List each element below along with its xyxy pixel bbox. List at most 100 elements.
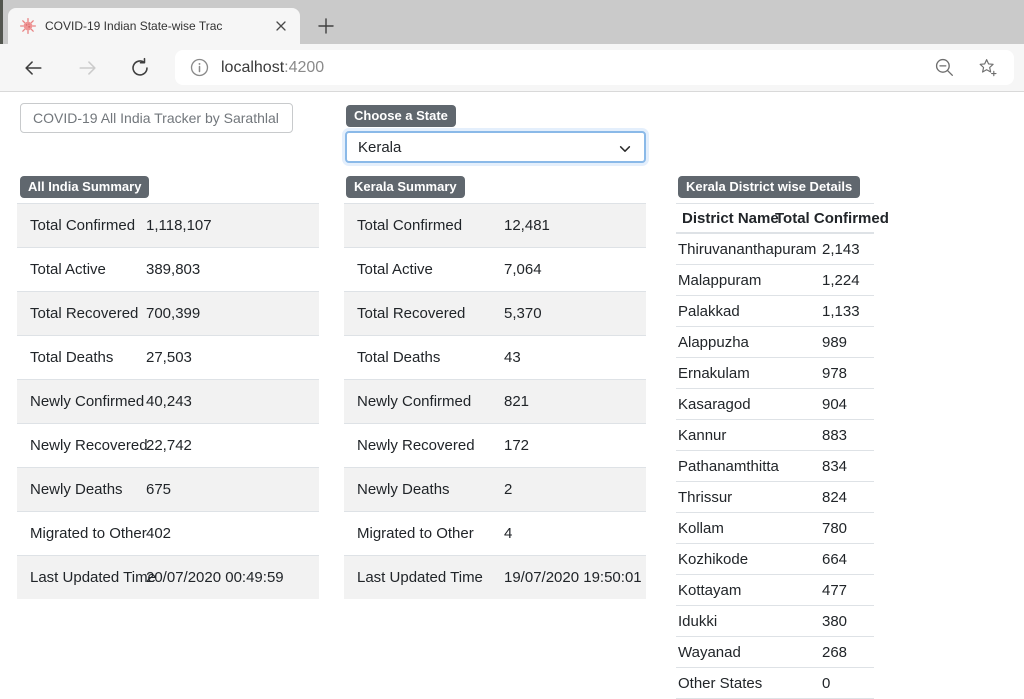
row-label: Total Deaths xyxy=(30,349,114,366)
district-row: Kozhikode 664 xyxy=(676,544,874,575)
row-value: 5,370 xyxy=(504,305,542,322)
district-name: Thrissur xyxy=(678,488,733,506)
district-name: Idukki xyxy=(678,612,718,630)
district-name: Kozhikode xyxy=(678,550,749,568)
row-value: 700,399 xyxy=(146,305,201,322)
table-row: Total Recovered 700,399 xyxy=(17,291,319,335)
url-text[interactable]: localhost:4200 xyxy=(221,59,324,77)
district-name: Wayanad xyxy=(678,643,741,661)
row-value: 22,742 xyxy=(146,437,192,454)
table-row: Newly Recovered 172 xyxy=(344,423,646,467)
url-host: localhost xyxy=(221,58,285,76)
forward-icon[interactable] xyxy=(74,54,102,82)
state-select[interactable]: Kerala xyxy=(345,131,646,163)
address-bar[interactable]: localhost:4200 xyxy=(175,50,1014,85)
row-label: Newly Recovered xyxy=(357,437,475,454)
district-table-header: District Name Total Confirmed xyxy=(676,203,889,234)
district-name: Kottayam xyxy=(678,581,742,599)
row-label: Newly Confirmed xyxy=(30,393,145,410)
add-favorite-star-icon[interactable] xyxy=(977,57,998,78)
row-label: Total Deaths xyxy=(357,349,441,366)
zoom-out-icon[interactable] xyxy=(934,57,955,78)
browser-tab[interactable]: COVID-19 Indian State-wise Trac xyxy=(8,8,300,44)
tab-close-icon[interactable] xyxy=(272,17,290,35)
table-row: Newly Confirmed 40,243 xyxy=(17,379,319,423)
district-row: Alappuzha 989 xyxy=(676,327,874,358)
column-header-total-confirmed: Total Confirmed xyxy=(775,209,889,227)
district-name: Kannur xyxy=(678,426,727,444)
table-row: Last Updated Time 20/07/2020 00:49:59 xyxy=(17,555,319,599)
row-value: 43 xyxy=(504,349,521,366)
district-row: Thiruvananthapuram 2,143 xyxy=(676,234,874,265)
row-value: 12,481 xyxy=(504,217,550,234)
row-label: Total Confirmed xyxy=(30,217,136,234)
district-value: 904 xyxy=(822,395,848,413)
row-value: 675 xyxy=(146,481,172,498)
table-row: Total Deaths 27,503 xyxy=(17,335,319,379)
row-label: Migrated to Other xyxy=(30,525,147,542)
district-row: Ernakulam 978 xyxy=(676,358,874,389)
district-name: Kollam xyxy=(678,519,724,537)
row-label: Total Confirmed xyxy=(357,217,463,234)
row-value: 19/07/2020 19:50:01 xyxy=(504,569,642,586)
table-row: Total Active 7,064 xyxy=(344,247,646,291)
table-row: Migrated to Other 402 xyxy=(17,511,319,555)
page-content: COVID-19 All India Tracker by Sarathlal … xyxy=(0,92,1024,699)
district-name: Ernakulam xyxy=(678,364,750,382)
column-header-district-name: District Name xyxy=(682,209,779,227)
district-row: Idukki 380 xyxy=(676,606,874,637)
row-value: 172 xyxy=(504,437,530,454)
district-value: 834 xyxy=(822,457,848,475)
district-row: Kasaragod 904 xyxy=(676,389,874,420)
district-value: 380 xyxy=(822,612,848,630)
window-edge xyxy=(0,0,3,44)
new-tab-button[interactable] xyxy=(312,12,340,40)
row-label: Last Updated Time xyxy=(30,569,156,586)
table-row: Total Deaths 43 xyxy=(344,335,646,379)
table-row: Total Confirmed 1,118,107 xyxy=(17,203,319,247)
chevron-down-icon xyxy=(618,142,632,160)
district-value: 989 xyxy=(822,333,848,351)
row-value: 2 xyxy=(504,481,513,498)
district-value: 0 xyxy=(822,674,831,692)
browser-toolbar: localhost:4200 xyxy=(0,44,1024,92)
url-port: :4200 xyxy=(284,58,325,76)
row-value: 7,064 xyxy=(504,261,542,278)
table-row: Total Recovered 5,370 xyxy=(344,291,646,335)
site-info-icon[interactable] xyxy=(190,58,209,77)
row-label: Migrated to Other xyxy=(357,525,474,542)
district-details-heading: Kerala District wise Details xyxy=(678,176,861,198)
table-row: Total Active 389,803 xyxy=(17,247,319,291)
table-row: Migrated to Other 4 xyxy=(344,511,646,555)
district-table: District Name Total Confirmed Thiruvanan… xyxy=(676,203,889,699)
district-value: 1,133 xyxy=(822,302,860,320)
row-label: Total Active xyxy=(357,261,433,278)
district-row: Wayanad 268 xyxy=(676,637,874,668)
row-value: 27,503 xyxy=(146,349,192,366)
district-name: Palakkad xyxy=(678,302,740,320)
district-value: 2,143 xyxy=(822,240,860,258)
district-value: 883 xyxy=(822,426,848,444)
refresh-icon[interactable] xyxy=(126,54,154,82)
table-row: Newly Deaths 675 xyxy=(17,467,319,511)
back-icon[interactable] xyxy=(19,54,47,82)
row-label: Newly Deaths xyxy=(30,481,123,498)
india-summary-table: Total Confirmed 1,118,107 Total Active 389… xyxy=(17,203,319,599)
district-value: 477 xyxy=(822,581,848,599)
district-row: Palakkad 1,133 xyxy=(676,296,874,327)
district-row: Pathanamthitta 834 xyxy=(676,451,874,482)
district-row: Thrissur 824 xyxy=(676,482,874,513)
district-row: Kottayam 477 xyxy=(676,575,874,606)
district-value: 268 xyxy=(822,643,848,661)
virus-favicon-icon xyxy=(20,18,36,34)
row-value: 402 xyxy=(146,525,172,542)
table-row: Total Confirmed 12,481 xyxy=(344,203,646,247)
district-value: 664 xyxy=(822,550,848,568)
table-row: Last Updated Time 19/07/2020 19:50:01 xyxy=(344,555,646,599)
table-row: Newly Recovered 22,742 xyxy=(17,423,319,467)
row-label: Total Recovered xyxy=(30,305,139,322)
row-label: Last Updated Time xyxy=(357,569,483,586)
table-row: Newly Deaths 2 xyxy=(344,467,646,511)
row-value: 389,803 xyxy=(146,261,201,278)
tab-title: COVID-19 Indian State-wise Trac xyxy=(45,19,223,33)
